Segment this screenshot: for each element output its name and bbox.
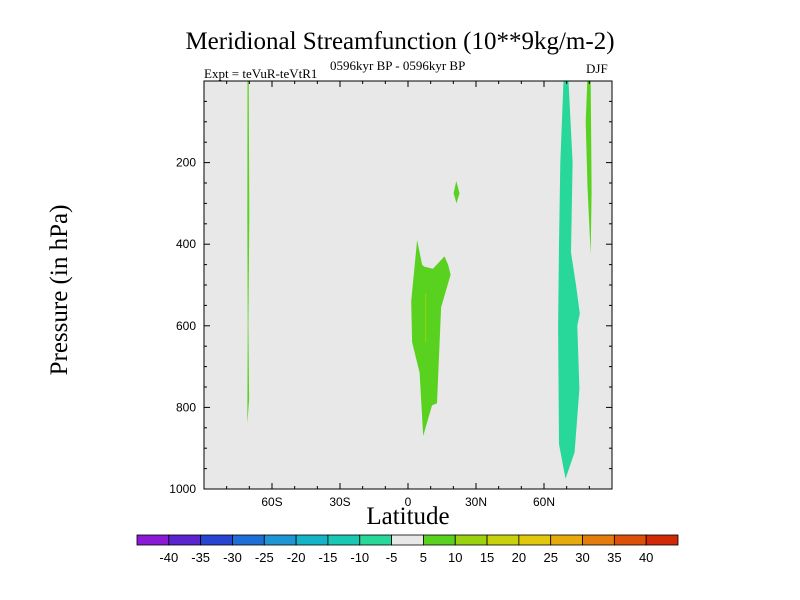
colorbar-swatch [613,534,647,546]
colorbar-swatch [582,534,615,546]
y-tick-label: 200 [176,156,196,170]
colorbar-label: -15 [319,550,338,565]
colorbar-swatch [136,534,170,546]
colorbar-label: 10 [448,550,462,565]
y-axis-label: Pressure (in hPa) [46,204,73,376]
colorbar-label: 30 [575,550,589,565]
colorbar-label: 35 [607,550,621,565]
colorbar-swatch [232,534,265,546]
colorbar-swatch [295,534,329,546]
season-label: DJF [586,61,608,76]
time-range-label: 0596kyr BP - 0596kyr BP [330,58,466,73]
y-tick-label: 600 [176,319,196,333]
contour-region-equatorial-cell [411,240,451,436]
colorbar-label: -40 [159,550,178,565]
contour-region-southern-high-lat-cell [247,81,250,424]
colorbar-label: -5 [386,550,398,565]
x-axis-label: Latitude [366,503,450,530]
colorbar-label: 25 [543,550,557,565]
colorbar-label: -30 [223,550,242,565]
x-tick-label: 0 [405,495,412,509]
colorbar-swatch [391,534,424,546]
x-tick-label: 60S [261,495,282,509]
colorbar-swatch [200,534,233,546]
y-tick-label: 800 [176,400,196,414]
colorbar-label: 20 [512,550,526,565]
chart-title: Meridional Streamfunction (10**9kg/m-2) [185,28,615,55]
colorbar-swatch [486,534,520,546]
contour-region-northern-negative-cell [558,81,580,479]
colorbar-label: 15 [480,550,494,565]
colorbar-swatch [168,534,202,546]
colorbar-swatch [359,534,392,546]
colorbar-label: -35 [191,550,210,565]
colorbar-swatch [550,534,583,546]
colorbar-swatch [327,534,361,546]
colorbar-swatch [454,534,488,546]
x-tick-label: 30S [329,495,350,509]
colorbar-swatch [645,534,679,546]
contour-region-northern-high-lat-cell [585,81,592,255]
x-tick-label: 30N [465,495,487,509]
colorbar-swatch [423,534,456,546]
colorbar-label: 5 [420,550,427,565]
y-tick-label: 400 [176,237,196,251]
experiment-label: Expt = teVuR-teVtR1 [204,66,318,81]
y-tick-label: 1000 [169,482,196,496]
contour-region-upper-trop-blob [453,181,460,204]
colorbar-label: -25 [255,550,274,565]
x-tick-label: 60N [533,495,555,509]
plot-area [204,81,612,489]
colorbar-label: 40 [639,550,653,565]
colorbar-label: -10 [350,550,369,565]
colorbar-swatch [518,534,552,546]
colorbar-label: -20 [287,550,306,565]
colorbar-swatch [263,534,297,546]
